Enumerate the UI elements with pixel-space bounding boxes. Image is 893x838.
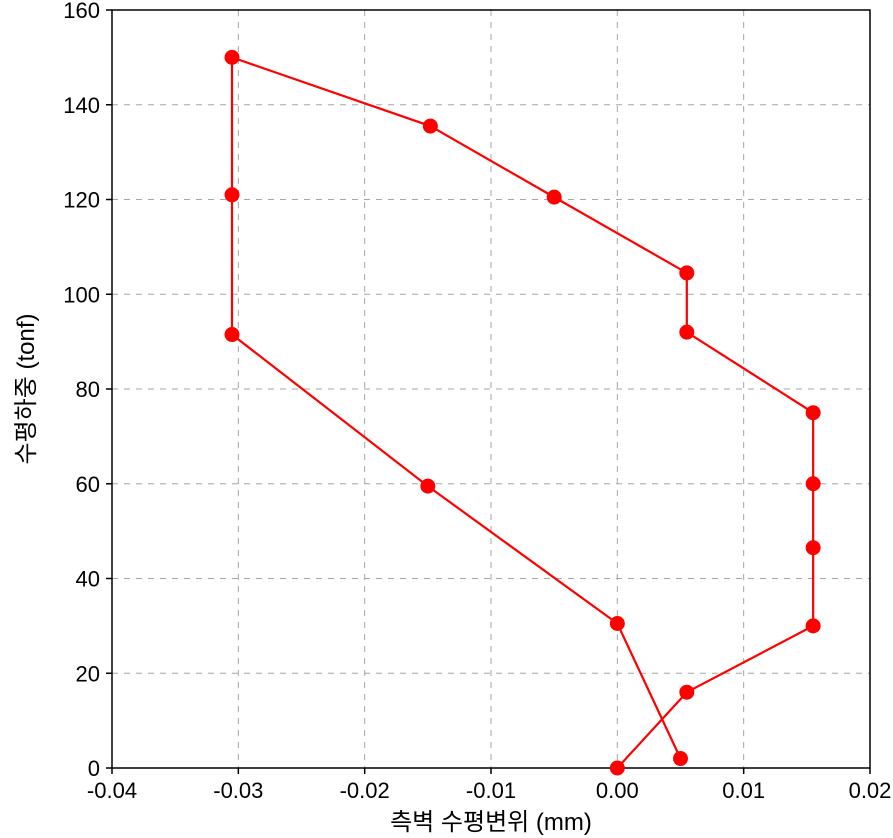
data-point [680, 325, 694, 339]
data-point [610, 617, 624, 631]
x-tick-label: 0.01 [722, 778, 765, 803]
y-tick-label: 100 [63, 282, 100, 307]
chart-background [0, 0, 893, 838]
x-tick-label: -0.01 [466, 778, 516, 803]
data-point [806, 477, 820, 491]
y-tick-label: 80 [76, 377, 100, 402]
y-tick-label: 40 [76, 567, 100, 592]
y-tick-label: 140 [63, 93, 100, 118]
x-tick-label: 0.00 [596, 778, 639, 803]
y-tick-label: 0 [88, 756, 100, 781]
y-tick-label: 160 [63, 0, 100, 23]
x-tick-label: -0.02 [340, 778, 390, 803]
data-point [806, 541, 820, 555]
data-point [547, 190, 561, 204]
x-tick-label: 0.02 [849, 778, 892, 803]
data-point [225, 188, 239, 202]
data-point [680, 685, 694, 699]
y-tick-label: 120 [63, 188, 100, 213]
data-point [423, 119, 437, 133]
y-tick-label: 20 [76, 661, 100, 686]
data-point [806, 619, 820, 633]
x-tick-label: -0.03 [213, 778, 263, 803]
data-point [806, 406, 820, 420]
y-axis-label: 수평하중 (tonf) [13, 313, 40, 464]
data-point [610, 761, 624, 775]
chart-container: -0.04 -0.03 -0.02 -0.01 0.00 0.01 0.02 측벽 수평변위 … [0, 0, 893, 838]
data-point [674, 752, 688, 766]
x-axis-label: 측벽 수평변위 (mm) [390, 809, 592, 836]
data-point [225, 50, 239, 64]
x-tick-label: -0.04 [87, 778, 137, 803]
data-point [421, 479, 435, 493]
line-chart: -0.04 -0.03 -0.02 -0.01 0.00 0.01 0.02 측벽 수평변위 … [0, 0, 893, 838]
data-point [680, 266, 694, 280]
y-tick-label: 60 [76, 472, 100, 497]
data-point [225, 328, 239, 342]
